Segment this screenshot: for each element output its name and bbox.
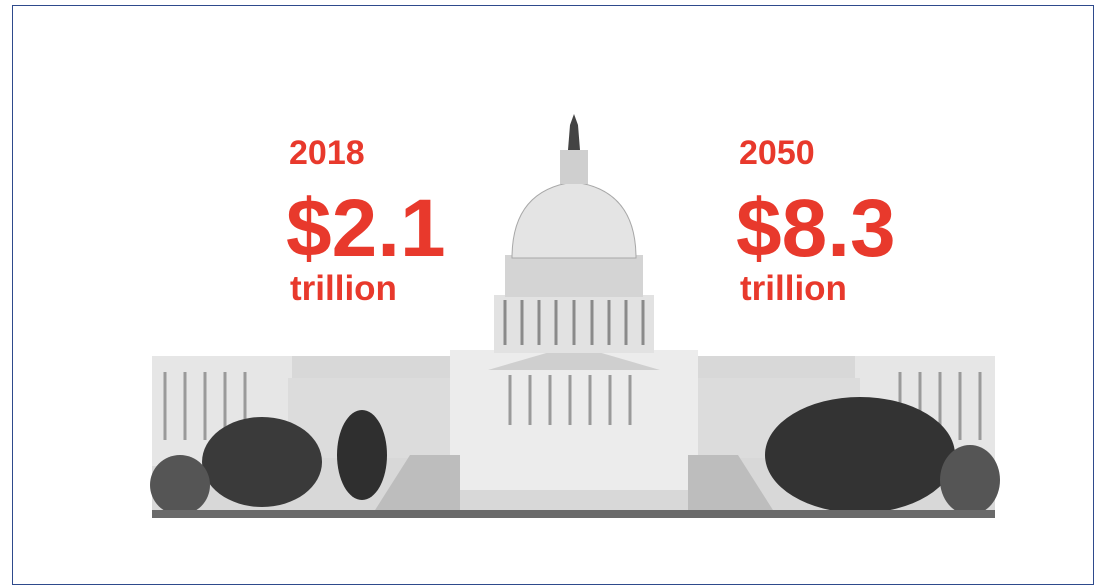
statue [568, 114, 580, 150]
left-stairs [370, 455, 460, 518]
capitol [150, 114, 1000, 518]
infographic: 2018 $2.1 trillion 2050 $8.3 trillion [150, 114, 1000, 518]
amount: $2.1 [286, 183, 446, 274]
year: 2050 [739, 134, 815, 172]
tree [765, 397, 955, 513]
drum-columns [503, 300, 645, 345]
ground [152, 510, 995, 518]
pediment [488, 345, 660, 370]
figure-2018: 2018 $2.1 trillion [286, 134, 446, 308]
unit: trillion [740, 269, 847, 308]
year: 2018 [289, 134, 365, 172]
center-building [450, 350, 698, 490]
right-stairs [688, 455, 778, 518]
unit: trillion [290, 269, 397, 308]
figure-2050: 2050 $8.3 trillion [736, 134, 896, 308]
tree [150, 455, 210, 515]
tree [337, 410, 387, 500]
dome [511, 181, 637, 259]
amount: $8.3 [736, 183, 896, 274]
lantern [560, 150, 588, 184]
tree [940, 445, 1000, 515]
tree [202, 417, 322, 507]
upper-drum [505, 255, 643, 297]
